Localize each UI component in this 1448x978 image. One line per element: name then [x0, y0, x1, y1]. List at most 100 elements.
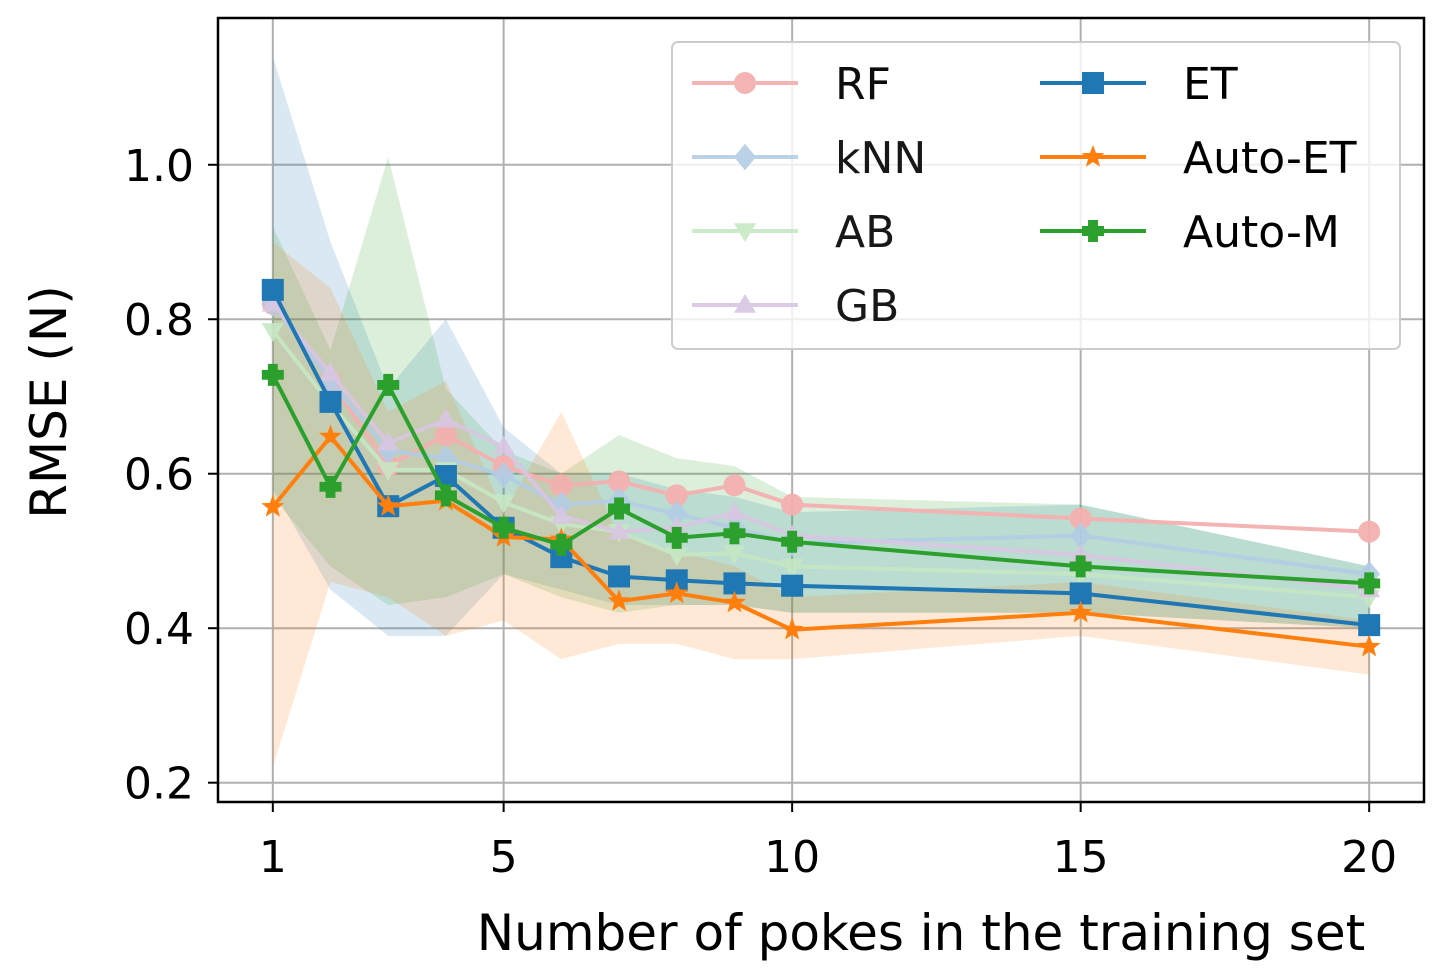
legend-marker: [734, 72, 756, 94]
series-line: [271, 373, 1370, 586]
y-tick-label: 0.2: [124, 759, 194, 810]
x-tick-label: 20: [1341, 832, 1397, 883]
data-point: [1358, 614, 1381, 637]
data-point: [377, 462, 400, 481]
legend-entry-rf: RF: [692, 59, 891, 110]
y-tick-label: 1.0: [124, 141, 194, 192]
confidence-bands: [272, 56, 1370, 768]
data-point: [492, 516, 515, 539]
data-point: [723, 545, 746, 565]
data-point: [492, 435, 515, 455]
legend-entry-knn: kNN: [692, 133, 926, 184]
data-point: [665, 516, 688, 536]
legend-label: kNN: [835, 133, 926, 184]
series-line: [271, 288, 1370, 628]
data-point: [780, 617, 804, 640]
data-point: [261, 363, 284, 386]
data-point: [723, 522, 746, 545]
data-point: [1069, 582, 1092, 605]
data-point: [319, 424, 342, 447]
data-point: [434, 484, 457, 507]
legend-label: RF: [835, 59, 891, 110]
band-ab: [272, 157, 1370, 629]
data-point: [1358, 520, 1381, 543]
y-tick-label: 0.8: [124, 295, 194, 346]
legend-label: ET: [1183, 59, 1238, 110]
legend-entry-auto-m: Auto-M: [1040, 207, 1340, 258]
data-point: [1069, 522, 1092, 549]
data-point: [1069, 543, 1092, 563]
data-point: [781, 574, 804, 597]
y-tick-label: 0.4: [124, 604, 194, 655]
data-point: [261, 494, 285, 517]
data-point: [1069, 507, 1092, 530]
data-point: [665, 569, 688, 592]
data-point: [665, 484, 688, 507]
legend-label: AB: [835, 207, 895, 258]
data-point: [723, 501, 746, 521]
legend: RF kNN AB GB ET Auto-ET Auto-M: [671, 41, 1401, 350]
series-auto-m: [261, 363, 1381, 595]
plot-frame: [216, 16, 1426, 804]
data-point: [319, 475, 342, 498]
legend-entry-auto-et: Auto-ET: [1040, 133, 1357, 184]
legend-label: GB: [835, 281, 899, 332]
data-point: [1069, 600, 1093, 623]
data-point: [723, 590, 746, 613]
data-point: [261, 323, 284, 342]
legend-label: Auto-ET: [1183, 133, 1357, 184]
legend-marker: [1081, 145, 1105, 167]
data-point: [781, 493, 804, 516]
data-point: [319, 390, 342, 413]
data-point: [550, 546, 573, 569]
axis-ticks: 1 5 10 15 200.20.40.60.81.0: [124, 141, 1397, 883]
data-point: [492, 494, 515, 514]
data-point: [550, 533, 573, 556]
data-point: [492, 462, 515, 489]
legend-entry-et: ET: [1040, 59, 1238, 110]
series-line: [271, 302, 1370, 577]
data-point: [781, 558, 804, 578]
data-point: [1358, 572, 1381, 595]
legend-label: Auto-M: [1183, 207, 1340, 258]
legend-marker: [734, 223, 756, 242]
data-point: [376, 494, 400, 516]
legend-marker: [734, 143, 756, 171]
data-point: [665, 547, 688, 566]
data-point: [723, 474, 746, 497]
data-point: [607, 589, 631, 611]
band-auto-et: [272, 242, 1370, 768]
legend-marker: [1082, 72, 1104, 94]
x-tick-label: 10: [764, 832, 820, 883]
legend-entry-ab: AB: [692, 207, 895, 258]
data-point: [550, 505, 573, 524]
y-tick-label: 0.6: [124, 450, 194, 501]
series-line: [271, 434, 1370, 649]
data-point: [608, 565, 631, 588]
data-point: [608, 470, 631, 493]
data-point: [377, 431, 400, 451]
y-axis-label: RMSE (N): [20, 285, 78, 519]
x-tick-label: 15: [1053, 832, 1109, 883]
data-point: [261, 278, 284, 301]
data-point: [608, 497, 631, 520]
data-point: [261, 292, 284, 312]
series-line: [271, 302, 1370, 592]
data-point: [434, 408, 457, 428]
legend-marker: [1082, 220, 1104, 242]
data-point: [319, 362, 342, 382]
series-lines: [261, 278, 1381, 657]
data-point: [665, 581, 689, 604]
legend-box: [671, 41, 1401, 350]
data-point: [608, 520, 631, 540]
data-point: [434, 424, 457, 447]
legend-marker: [734, 294, 756, 313]
data-point: [1357, 634, 1381, 657]
band-knn: [272, 56, 1370, 636]
x-axis-label: Number of pokes in the training set: [477, 904, 1365, 962]
data-point: [723, 572, 746, 595]
data-point: [665, 500, 688, 528]
data-point: [1069, 555, 1092, 578]
data-point: [781, 530, 804, 553]
data-point: [665, 526, 688, 549]
